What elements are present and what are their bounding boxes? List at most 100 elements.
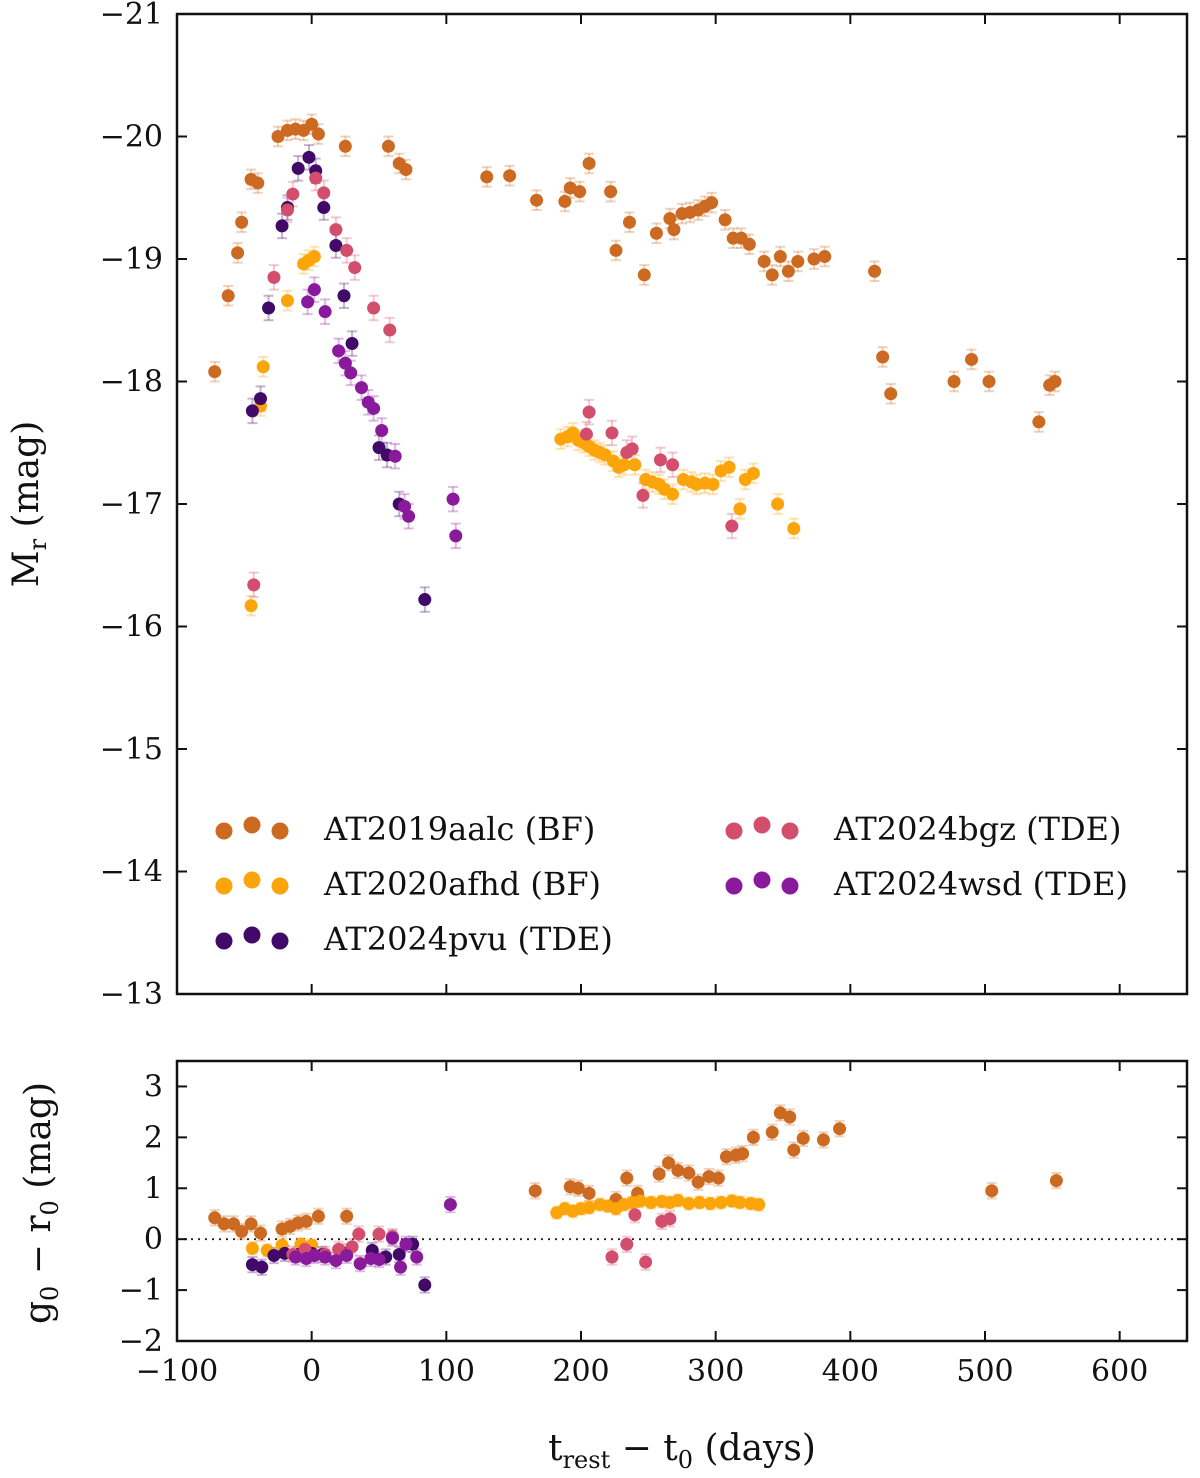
top-ytick-label: −17 bbox=[100, 487, 163, 522]
top-point-at2019aalc-bf bbox=[235, 215, 249, 229]
top-y-axis-label: Mr (mag) bbox=[6, 421, 52, 588]
bottom-point-at2020afhd-bf bbox=[733, 1196, 747, 1210]
top-point-at2024wsd-tde bbox=[375, 424, 389, 437]
legend-marker-at2024pvu-tde bbox=[271, 932, 289, 950]
top-point-at2024wsd-tde bbox=[301, 295, 315, 309]
top-point-at2024bgz-tde bbox=[666, 458, 680, 472]
bottom-point-at2020afhd-bf bbox=[714, 1196, 728, 1210]
bottom-point-at2019aalc-bf bbox=[787, 1143, 801, 1157]
top-point-at2024bgz-tde bbox=[267, 270, 281, 284]
top-point-at2019aalc-bf bbox=[667, 223, 681, 237]
bottom-point-at2019aalc-bf bbox=[244, 1217, 258, 1231]
bottom-point-at2024bgz-tde bbox=[372, 1227, 386, 1241]
top-point-at2024bgz-tde bbox=[329, 223, 343, 237]
bottom-point-at2024bgz-tde bbox=[628, 1208, 642, 1222]
top-point-at2019aalc-bf bbox=[480, 170, 494, 184]
top-point-at2024bgz-tde bbox=[636, 488, 650, 502]
top-point-at2019aalc-bf bbox=[637, 268, 651, 282]
top-point-at2019aalc-bf bbox=[876, 350, 890, 364]
bottom-point-at2019aalc-bf bbox=[711, 1171, 725, 1185]
legend-marker-at2024bgz-tde bbox=[725, 822, 743, 840]
top-point-at2024wsd-tde bbox=[446, 492, 460, 506]
bottom-point-at2024bgz-tde bbox=[352, 1227, 366, 1241]
legend-label-at2024bgz-tde: AT2024bgz (TDE) bbox=[833, 810, 1121, 848]
top-point-at2024wsd-tde bbox=[332, 344, 346, 358]
top-point-at2020afhd-bf bbox=[746, 466, 760, 480]
legend: AT2019aalc (BF) AT2020afhd (BF) AT2024pvu … bbox=[215, 810, 1128, 958]
top-point-at2019aalc-bf bbox=[208, 365, 222, 379]
top-point-at2024wsd-tde bbox=[449, 529, 463, 543]
legend-marker-at2024wsd-tde bbox=[725, 877, 743, 895]
top-point-at2020afhd-bf bbox=[771, 497, 785, 511]
bottom-point-at2020afhd-bf bbox=[245, 1241, 259, 1255]
bottom-point-at2019aalc-bf bbox=[227, 1217, 241, 1231]
bottom-xtick-label: 0 bbox=[302, 1354, 321, 1389]
top-point-at2019aalc-bf bbox=[773, 250, 787, 264]
top-point-at2019aalc-bf bbox=[765, 268, 779, 282]
top-point-at2024pvu-tde bbox=[317, 201, 331, 215]
top-point-at2024bgz-tde bbox=[340, 243, 354, 257]
legend-marker-at2024wsd-tde bbox=[781, 877, 799, 895]
top-point-at2024bgz-tde bbox=[383, 323, 397, 337]
top-point-at2019aalc-bf bbox=[622, 215, 636, 229]
top-point-at2019aalc-bf bbox=[947, 375, 961, 388]
bottom-point-at2024bgz-tde bbox=[639, 1255, 653, 1269]
top-point-at2019aalc-bf bbox=[503, 169, 517, 183]
top-point-at2020afhd-bf bbox=[307, 250, 321, 264]
legend-marker-at2019aalc-bf bbox=[243, 816, 261, 834]
top-ytick-label: −16 bbox=[100, 610, 163, 645]
bottom-point-at2019aalc-bf bbox=[662, 1156, 676, 1170]
bottom-point-at2019aalc-bf bbox=[582, 1186, 596, 1200]
top-point-at2024wsd-tde bbox=[402, 509, 416, 523]
top-point-at2024wsd-tde bbox=[367, 401, 381, 415]
top-ticks bbox=[176, 13, 1187, 995]
top-ytick-label: −20 bbox=[100, 120, 163, 155]
top-point-at2024wsd-tde bbox=[354, 381, 368, 395]
top-point-at2024pvu-tde bbox=[329, 239, 343, 253]
bottom-point-at2024wsd-tde bbox=[340, 1248, 354, 1262]
top-point-at2020afhd-bf bbox=[628, 458, 642, 472]
bottom-point-at2020afhd-bf bbox=[752, 1198, 766, 1212]
top-point-at2019aalc-bf bbox=[609, 243, 623, 257]
top-point-at2019aalc-bf bbox=[649, 226, 663, 240]
bottom-point-at2020afhd-bf bbox=[703, 1197, 717, 1211]
bottom-point-at2024pvu-tde bbox=[392, 1247, 406, 1261]
bottom-point-at2019aalc-bf bbox=[571, 1181, 585, 1195]
bottom-point-at2019aalc-bf bbox=[746, 1130, 760, 1144]
bottom-xtick-label: 300 bbox=[687, 1354, 744, 1389]
bottom-point-at2019aalc-bf bbox=[833, 1122, 847, 1136]
top-point-at2024bgz-tde bbox=[286, 187, 300, 201]
bottom-point-at2024pvu-tde bbox=[255, 1260, 269, 1274]
bottom-point-at2020afhd-bf bbox=[644, 1196, 658, 1210]
top-point-at2020afhd-bf bbox=[617, 458, 631, 472]
bottom-point-at2024wsd-tde bbox=[410, 1250, 424, 1264]
top-point-at2024bgz-tde bbox=[367, 301, 381, 315]
bottom-point-at2019aalc-bf bbox=[796, 1131, 810, 1145]
top-point-at2019aalc-bf bbox=[311, 127, 325, 141]
bottom-xtick-label: 400 bbox=[822, 1354, 879, 1389]
top-point-at2024pvu-tde bbox=[345, 337, 359, 351]
top-point-at2024bgz-tde bbox=[605, 426, 619, 440]
top-point-at2020afhd-bf bbox=[787, 522, 801, 535]
bottom-point-at2019aalc-bf bbox=[652, 1167, 666, 1181]
top-point-at2024bgz-tde bbox=[247, 578, 261, 592]
bottom-points bbox=[208, 1106, 1063, 1292]
bottom-point-at2024wsd-tde bbox=[399, 1237, 413, 1251]
top-panel: −21 −20 −19 −18 −17 −16 −15 −14 −13 Mr (mag) AT2… bbox=[6, 0, 1189, 1012]
top-point-at2024pvu-tde bbox=[262, 301, 276, 315]
top-point-at2019aalc-bf bbox=[381, 139, 395, 153]
top-point-at2019aalc-bf bbox=[338, 139, 352, 153]
bottom-xtick-label: 600 bbox=[1091, 1354, 1148, 1389]
top-point-at2024bgz-tde bbox=[653, 453, 667, 467]
top-point-at2019aalc-bf bbox=[781, 264, 795, 278]
top-ytick-label: −15 bbox=[100, 732, 163, 767]
top-point-at2019aalc-bf bbox=[305, 117, 319, 131]
top-point-at2024pvu-tde bbox=[253, 392, 267, 406]
bottom-ytick-label: −1 bbox=[119, 1273, 163, 1308]
top-point-at2019aalc-bf bbox=[791, 254, 805, 268]
bottom-ytick-labels: −2 −1 0 1 2 3 bbox=[119, 1069, 163, 1359]
top-point-at2024bgz-tde bbox=[280, 203, 294, 217]
top-point-at2019aalc-bf bbox=[718, 213, 732, 227]
top-point-at2020afhd-bf bbox=[722, 460, 736, 474]
